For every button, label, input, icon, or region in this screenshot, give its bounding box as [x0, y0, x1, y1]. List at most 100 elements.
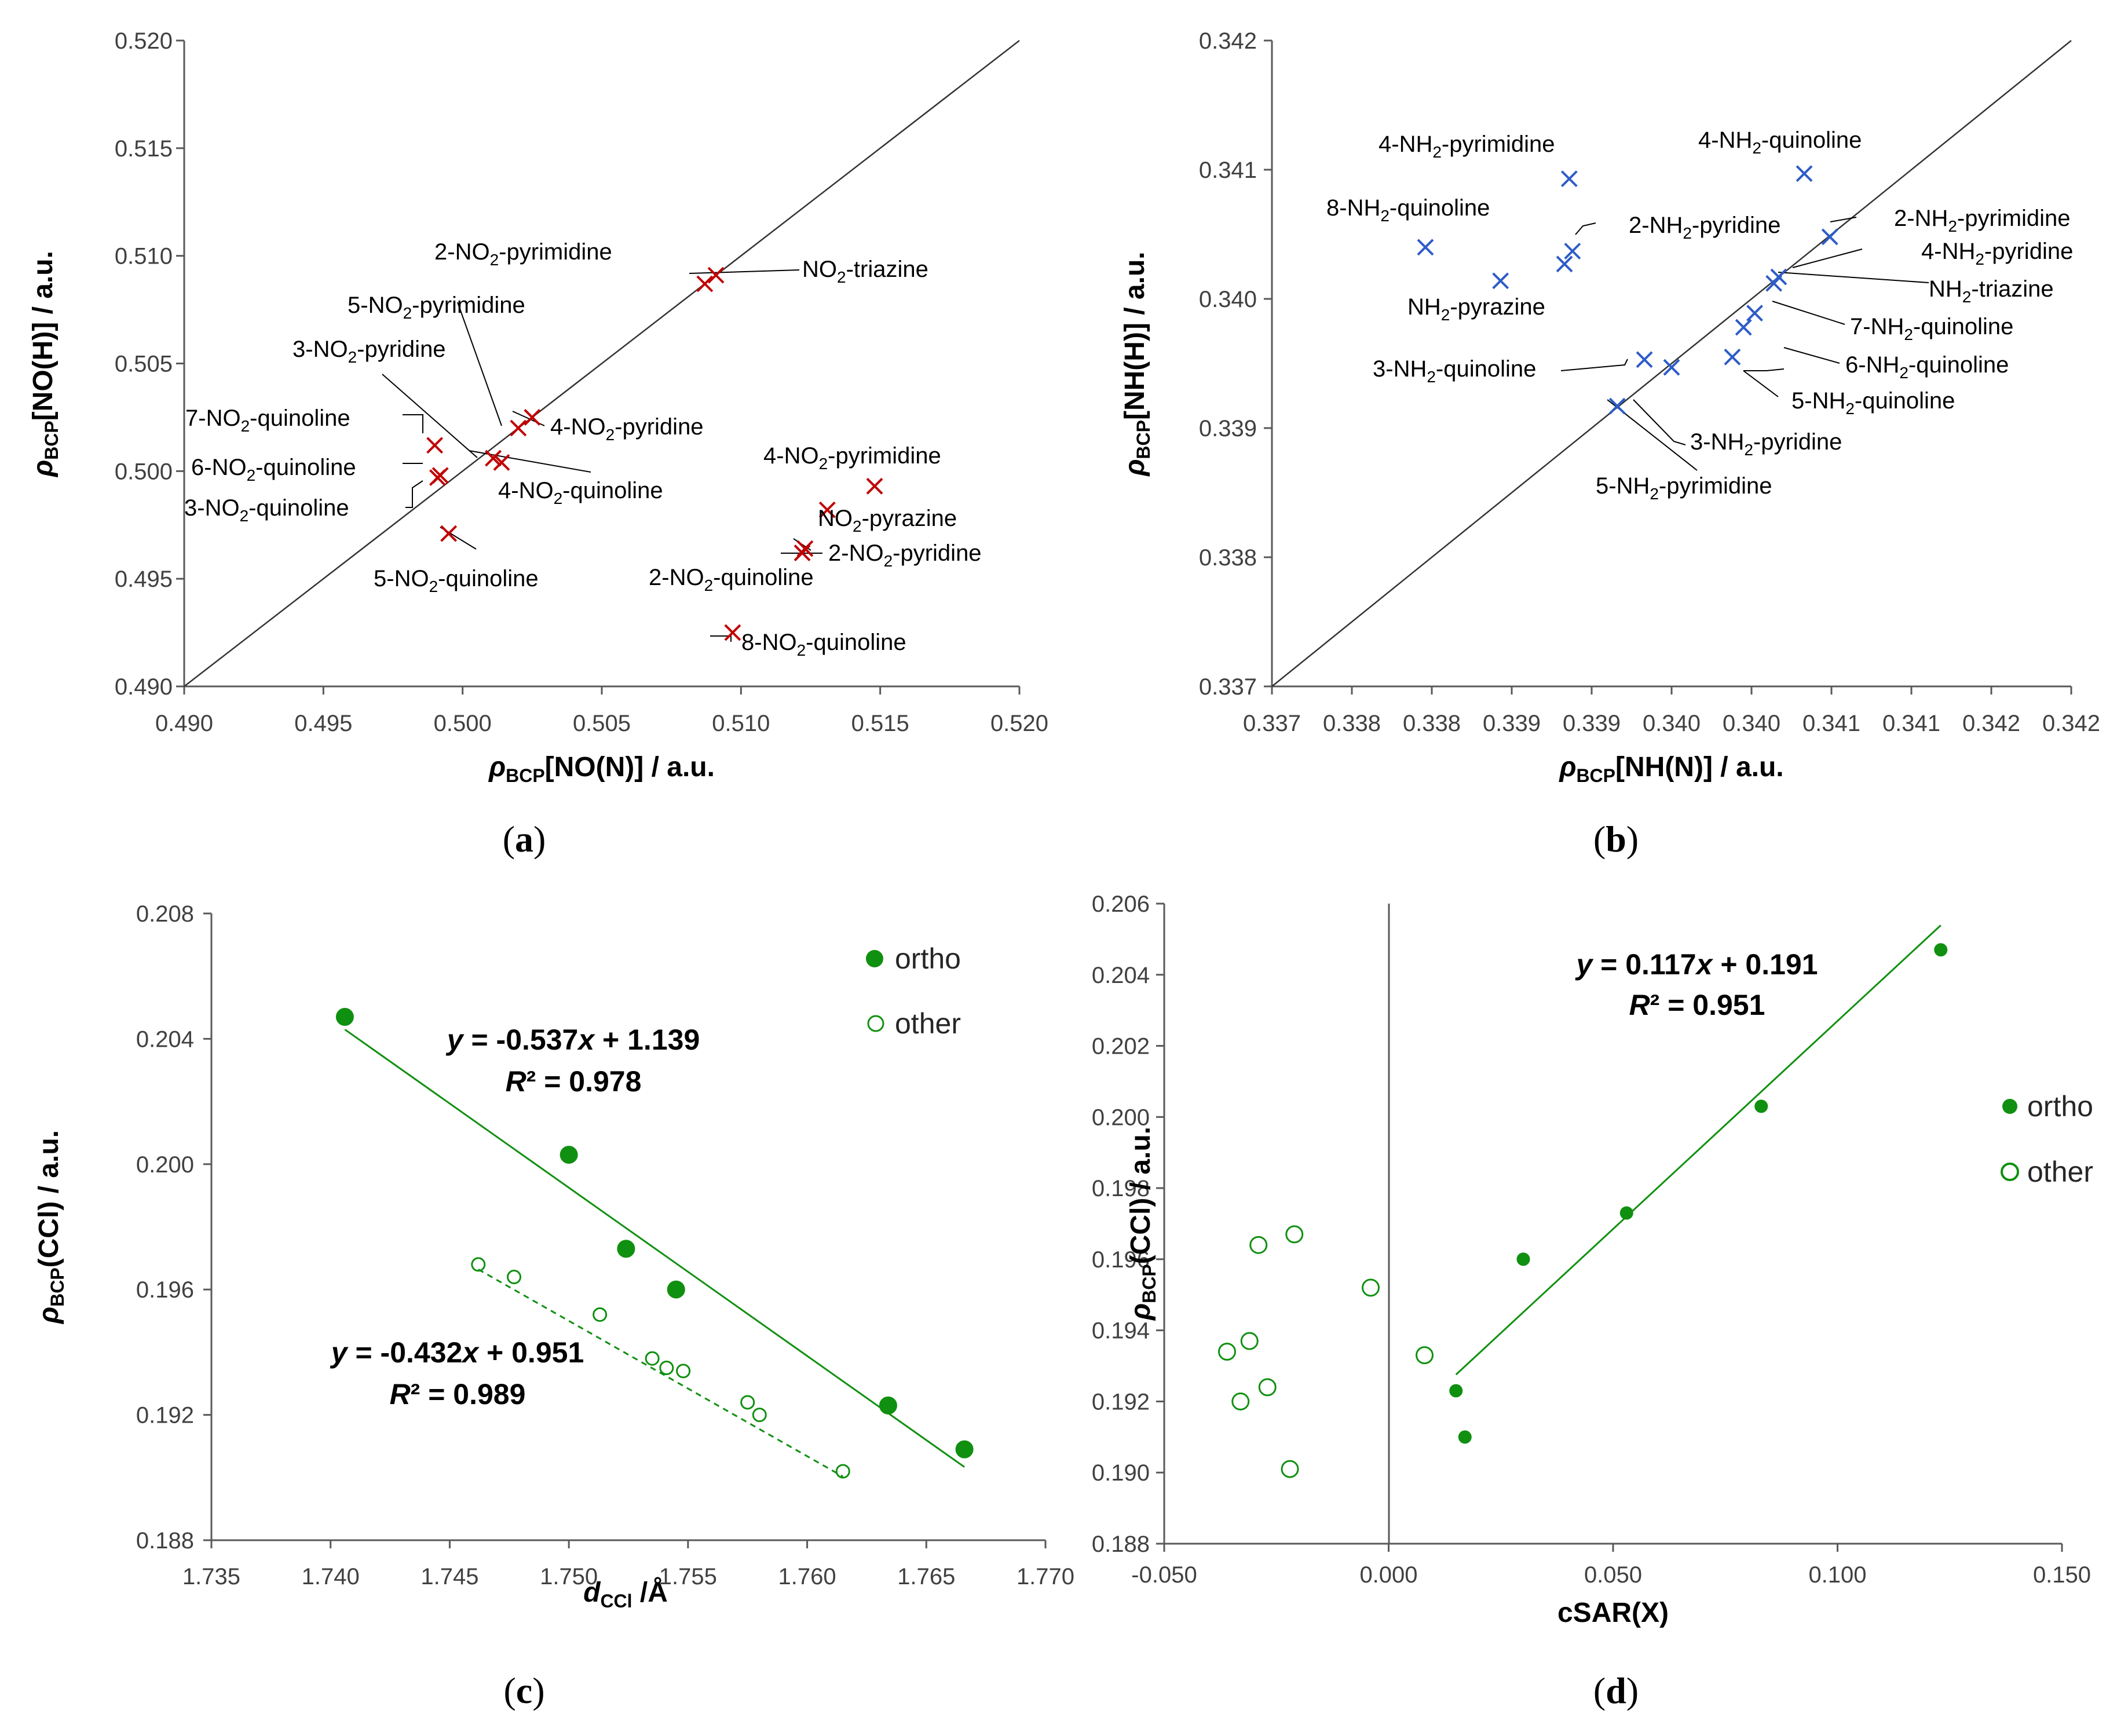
b-label-3-nh2-pyridine: 3-NH2-pyridine	[1690, 429, 1842, 459]
b-point-nh2-pyrazine	[1492, 272, 1509, 290]
panel-label-b: (b)	[1593, 818, 1639, 860]
c-point-ortho	[667, 1280, 685, 1299]
a-label-4-no2-pyridine: 4-NO2-pyridine	[550, 414, 704, 444]
b-point-4-nh2-pyrimidine	[1560, 170, 1578, 188]
c-x-tick-label: 1.760	[778, 1564, 836, 1589]
d-legend-other-marker	[2001, 1163, 2019, 1181]
c-point-other	[471, 1257, 486, 1272]
c-point-ortho	[335, 1008, 354, 1026]
c-point-ortho	[955, 1440, 974, 1459]
b-identity-line	[1271, 40, 2072, 687]
b-x-tick-label: 0.340	[1723, 711, 1780, 736]
b-x-tick-label: 0.338	[1403, 711, 1461, 736]
c-y-ticks: 0.188 0.192 0.196 0.200 0.204 0.208	[136, 901, 211, 1554]
panel-label-c: (c)	[503, 1670, 544, 1711]
a-y-tick-label: 0.520	[115, 28, 173, 54]
b-label-5-nh2-quinoline: 5-NH2-quinoline	[1791, 388, 1955, 418]
c-y-tick-label: 0.208	[136, 901, 194, 927]
a-y-ticks: 0.490 0.495 0.500 0.505 0.510 0.515 0.520	[115, 28, 184, 700]
a-label-8-no2-quinoline: 8-NO2-quinoline	[741, 630, 906, 659]
a-point-4-no2-quinoline	[493, 454, 510, 471]
d-r2-ortho: R² = 0.951	[1629, 989, 1765, 1021]
a-y-tick-label: 0.500	[115, 459, 173, 484]
c-point-other	[659, 1360, 674, 1375]
a-point-3-no2-pyridine	[485, 449, 502, 467]
b-points	[1417, 165, 1838, 415]
c-x-tick-label: 1.765	[897, 1564, 955, 1589]
b-y-ticks: 0.337 0.338 0.339 0.340 0.341 0.342	[1199, 28, 1272, 700]
c-x-tick-label: 1.740	[302, 1564, 360, 1589]
b-x-ticks: 0.337 0.338 0.338 0.339 0.339 0.340 0.340 0.341…	[1243, 686, 2100, 736]
d-point-ortho	[1458, 1430, 1472, 1444]
a-x-tick-label: 0.490	[155, 711, 213, 736]
a-x-tick-label: 0.510	[712, 711, 770, 736]
c-point-other	[740, 1395, 755, 1410]
b-x-tick-label: 0.340	[1643, 711, 1701, 736]
d-point-ortho	[1449, 1384, 1463, 1398]
d-trendlines	[1455, 924, 1941, 1376]
d-x-tick-label: 0.100	[1808, 1562, 1866, 1588]
a-label-6-no2-quinoline: 6-NO2-quinoline	[191, 455, 356, 484]
c-y-tick-label: 0.188	[136, 1528, 194, 1554]
d-x-tick-label: -0.050	[1131, 1562, 1197, 1588]
d-y-axis-title: ρBCP(CCl) / a.u.	[1125, 1127, 1160, 1321]
c-point-ortho	[879, 1396, 897, 1415]
a-y-tick-label: 0.495	[115, 567, 173, 592]
d-y-tick-label: 0.198	[1092, 1176, 1150, 1201]
c-x-tick-label: 1.750	[540, 1564, 598, 1589]
b-label-3-nh2-quinoline: 3-NH2-quinoline	[1373, 356, 1536, 386]
b-x-axis-title: ρBCP[NH(N)] / a.u.	[1558, 752, 1783, 786]
c-x-axis-title: dCCl /Å	[583, 1577, 668, 1611]
d-y-tick-label: 0.196	[1092, 1247, 1150, 1273]
d-x-tick-label: 0.150	[2033, 1562, 2091, 1588]
a-identity-line	[184, 40, 1020, 687]
a-point-3-no2-quinoline	[432, 467, 449, 484]
d-y-tick-label: 0.188	[1092, 1532, 1150, 1557]
b-label-nh2-triazine: NH2-triazine	[1929, 276, 2054, 306]
a-point-2-no2-pyrimidine	[696, 275, 714, 293]
a-point-4-no2-pyridine	[524, 409, 541, 426]
a-label-4-no2-quinoline: 4-NO2-quinoline	[498, 478, 663, 507]
b-y-tick-label: 0.337	[1199, 674, 1257, 700]
b-x-tick-label: 0.341	[1882, 711, 1940, 736]
d-point-other	[1285, 1225, 1304, 1244]
d-y-tick-label: 0.204	[1092, 963, 1150, 988]
c-equation-ortho: y = -0.537x + 1.139	[445, 1024, 700, 1056]
b-point-5-nh2-quinoline	[1724, 348, 1741, 366]
b-annotations: 4-NH2-pyrimidine 4-NH2-quinoline 8-NH2-q…	[1326, 127, 2073, 503]
a-label-no2-triazine: NO2-triazine	[802, 257, 928, 286]
d-legend: ortho other	[2001, 1090, 2093, 1188]
a-point-5-no2-pyrimidine	[510, 419, 527, 437]
c-point-other	[507, 1270, 522, 1285]
d-x-ticks: -0.050 0.000 0.050 0.100 0.150	[1131, 1544, 2091, 1588]
d-point-other	[1416, 1346, 1434, 1365]
d-point-other	[1240, 1332, 1259, 1350]
c-point-other	[752, 1408, 767, 1423]
b-y-tick-label: 0.341	[1199, 158, 1257, 183]
c-trendlines	[344, 1029, 965, 1478]
d-y-tick-label: 0.200	[1092, 1105, 1150, 1130]
b-point-2-nh2-pyridine	[1556, 255, 1573, 273]
c-point-other	[645, 1351, 660, 1366]
c-point-other	[593, 1307, 608, 1322]
d-point-ortho	[1619, 1206, 1633, 1220]
b-x-tick-label: 0.337	[1243, 711, 1301, 736]
d-legend-ortho: ortho	[2027, 1090, 2093, 1123]
b-point-2-nh2-pyrimidine	[1821, 228, 1838, 246]
a-reference-line	[184, 40, 1020, 687]
a-label-3-no2-quinoline: 3-NO2-quinoline	[184, 495, 349, 525]
c-trendline-other	[478, 1269, 844, 1478]
b-point-nh2-triazine	[1765, 275, 1783, 292]
b-x-tick-label: 0.339	[1563, 711, 1621, 736]
b-y-tick-label: 0.338	[1199, 545, 1257, 571]
a-label-5-no2-quinoline: 5-NO2-quinoline	[374, 566, 539, 595]
d-legend-ortho-marker	[2002, 1099, 2017, 1114]
b-point-8-nh2-quinoline	[1417, 239, 1434, 256]
a-x-tick-label: 0.500	[434, 711, 492, 736]
panel-c: 0.188 0.192 0.196 0.200 0.204 0.208 1.735 1.74…	[34, 901, 1074, 1711]
d-point-other	[1249, 1236, 1268, 1254]
panel-label-d: (d)	[1593, 1670, 1639, 1711]
b-label-6-nh2-quinoline: 6-NH2-quinoline	[1845, 352, 2009, 382]
c-legend-ortho-marker	[866, 950, 883, 967]
